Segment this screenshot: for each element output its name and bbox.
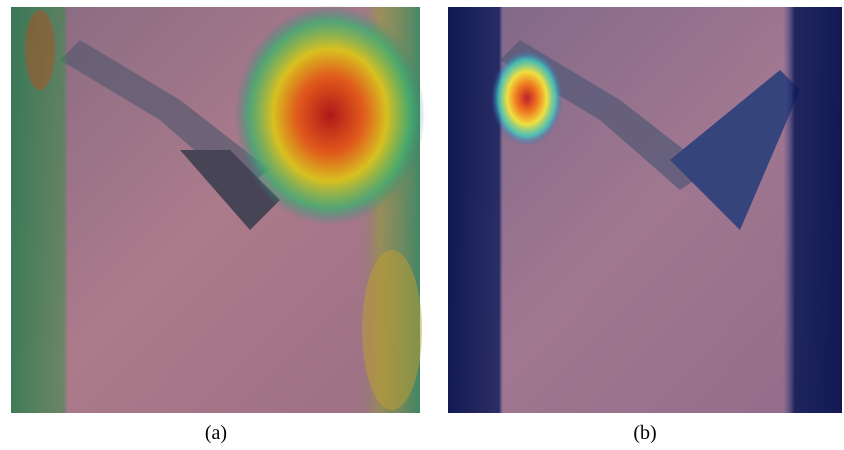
panel-b-image: [448, 7, 842, 413]
figure: (a) (b): [0, 0, 844, 450]
figure-images: [0, 0, 844, 420]
caption: (b): [585, 422, 705, 445]
caption: (a): [156, 422, 276, 445]
panel-a-image: [11, 5, 425, 413]
